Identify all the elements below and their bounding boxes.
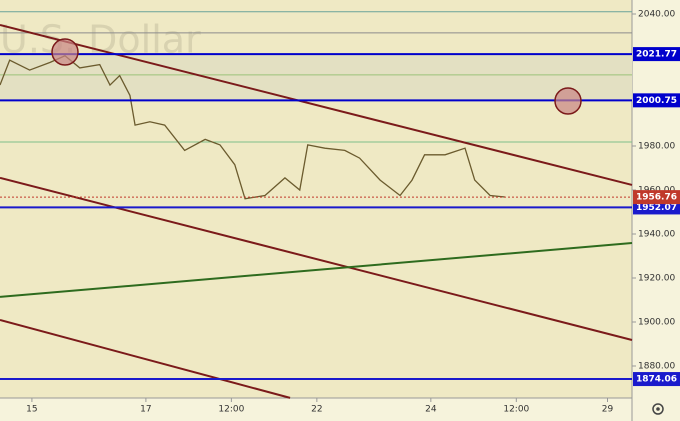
level-label: 2021.77 <box>636 50 677 60</box>
y-tick-label: 1940.00 <box>638 229 675 239</box>
level-label: 1952.07 <box>636 203 677 213</box>
y-tick-label: 1920.00 <box>638 273 675 283</box>
price-label: 1956.76 <box>636 193 677 203</box>
x-tick-label: 15 <box>26 405 37 415</box>
trend-line <box>0 24 633 186</box>
y-tick-label: 1980.00 <box>638 141 675 151</box>
level-band <box>0 54 632 101</box>
level-label: 1874.06 <box>636 375 677 385</box>
trend-line <box>0 242 633 298</box>
plot <box>0 11 633 399</box>
x-tick-label: 22 <box>311 405 322 415</box>
level-label-box <box>633 47 680 62</box>
x-tick-label: 12:00 <box>218 405 244 415</box>
x-tick-label: 29 <box>602 405 614 415</box>
trend-line <box>0 319 291 399</box>
x-tick-label: 17 <box>140 405 151 415</box>
price-line <box>0 55 505 200</box>
x-tick-label: 24 <box>425 405 437 415</box>
trend-line <box>0 176 633 341</box>
y-tick-label: 2040.00 <box>638 9 675 19</box>
annotation-circle <box>554 87 582 115</box>
x-tick-label: 12:00 <box>503 405 529 415</box>
y-tick-label: 1880.00 <box>638 361 675 371</box>
level-label: 2000.75 <box>636 96 677 106</box>
level-label-box <box>633 93 680 108</box>
level-label-box <box>633 372 680 387</box>
annotation-circle <box>51 38 79 66</box>
y-tick-label: 1900.00 <box>638 317 675 327</box>
settings-icon[interactable] <box>652 403 664 415</box>
price-label-box <box>633 190 680 205</box>
x-axis-area <box>0 398 632 421</box>
